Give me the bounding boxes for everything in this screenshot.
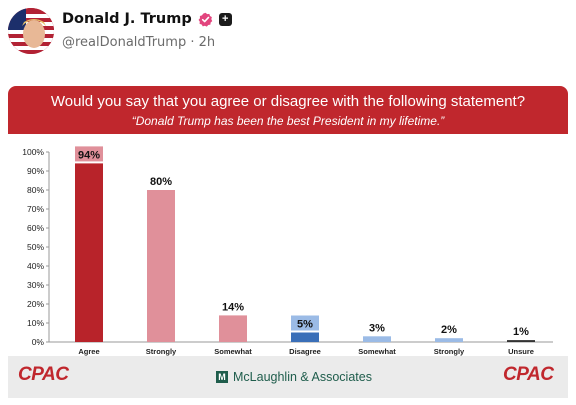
mclaughlin-text: McLaughlin & Associates	[233, 370, 372, 384]
category-label: Unsure	[508, 347, 534, 356]
y-tick-label: 40%	[27, 261, 44, 271]
cpac-logo-left: CPAC	[18, 364, 69, 385]
y-tick-label: 80%	[27, 185, 44, 195]
bar	[75, 163, 103, 342]
category-label: Strongly	[146, 347, 177, 356]
category-label: Disagree	[289, 347, 321, 356]
author-handle[interactable]: @realDonaldTrump	[62, 35, 187, 50]
post-header: Donald J. Trump + @realDonaldTrump · 2h	[0, 0, 576, 70]
avatar[interactable]	[8, 8, 54, 54]
y-tick-label: 100%	[22, 147, 44, 157]
bar	[291, 332, 319, 342]
author-row: Donald J. Trump +	[62, 11, 232, 27]
bar	[435, 338, 463, 342]
y-tick-label: 10%	[27, 318, 44, 328]
data-label: 5%	[297, 319, 313, 331]
y-tick-label: 20%	[27, 299, 44, 309]
data-label: 3%	[369, 322, 385, 334]
y-tick-label: 30%	[27, 280, 44, 290]
separator: ·	[190, 35, 195, 50]
poll-image[interactable]: Would you say that you agree or disagree…	[8, 86, 568, 398]
bar	[363, 336, 391, 342]
data-label: 94%	[78, 149, 100, 161]
question-banner: Would you say that you agree or disagree…	[8, 86, 568, 134]
data-label: 1%	[513, 326, 529, 338]
y-tick-label: 0%	[32, 337, 45, 347]
bar	[219, 315, 247, 342]
y-tick-label: 90%	[27, 166, 44, 176]
author-name[interactable]: Donald J. Trump	[62, 11, 192, 27]
statement-text: “Donald Trump has been the best Presiden…	[131, 114, 445, 128]
poll-bar-chart: 0% 10% 20% 30% 40% 50% 60% 70% 80% 90% 100% 94% Agre…	[22, 146, 553, 356]
question-text: Would you say that you agree or disagree…	[50, 93, 526, 110]
mclaughlin-logo: M McLaughlin & Associates	[216, 370, 372, 384]
data-label: 80%	[150, 176, 172, 188]
cpac-logo-right: CPAC	[503, 364, 554, 385]
footer-logos: CPAC M McLaughlin & Associates CPAC	[8, 356, 568, 398]
mclaughlin-mark-icon: M	[216, 371, 228, 383]
data-label: 14%	[222, 301, 244, 313]
plus-badge-icon: +	[218, 12, 232, 26]
data-label-background	[291, 315, 319, 331]
post-time[interactable]: 2h	[198, 35, 216, 50]
category-label: Somewhat	[358, 347, 396, 356]
verified-badge-icon	[198, 12, 212, 27]
category-label: Agree	[78, 347, 99, 356]
data-label: 2%	[441, 324, 457, 336]
bar	[147, 190, 175, 342]
bar	[507, 340, 535, 342]
y-tick-label: 50%	[27, 242, 44, 252]
category-label: Somewhat	[214, 347, 252, 356]
handle-row: @realDonaldTrump · 2h	[62, 35, 215, 50]
category-label: Strongly	[434, 347, 465, 356]
y-tick-label: 70%	[27, 204, 44, 214]
data-label-background	[75, 146, 103, 162]
y-tick-label: 60%	[27, 223, 44, 233]
